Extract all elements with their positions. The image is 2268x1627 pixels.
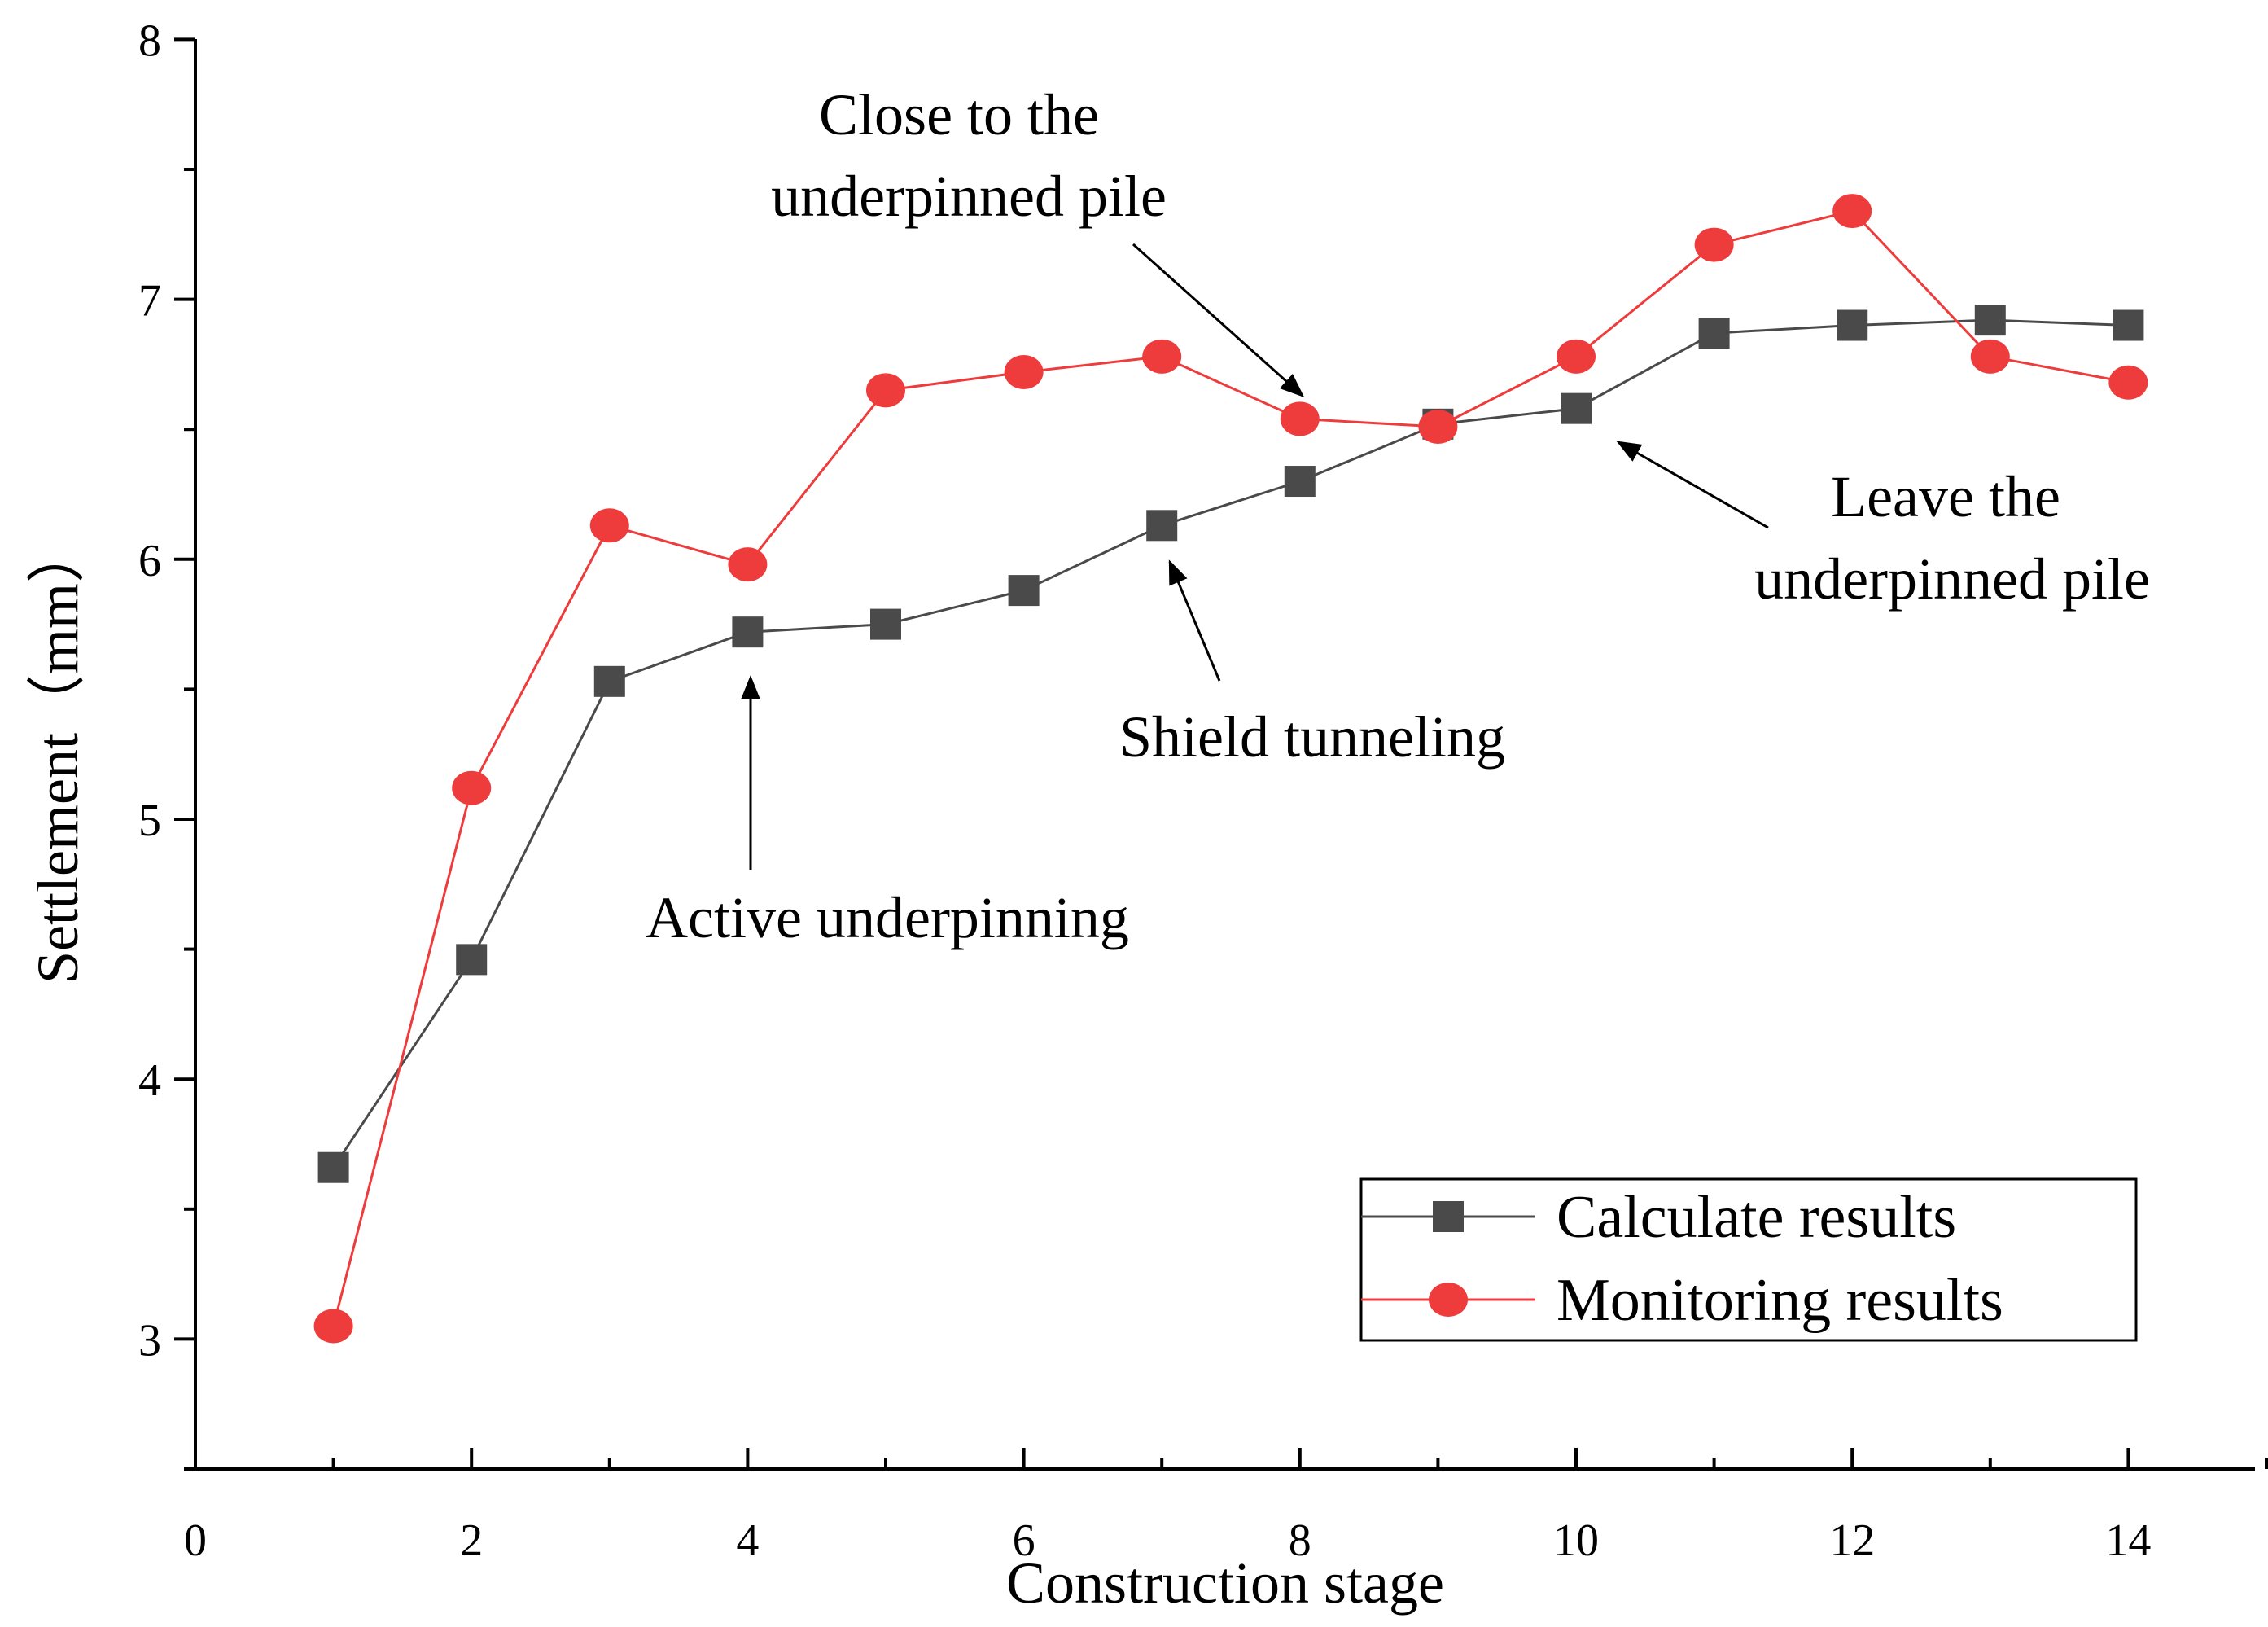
series-calculate-point: [1837, 309, 1868, 341]
x-tick-label: 8: [1289, 1515, 1311, 1566]
series-monitoring-point: [728, 547, 768, 582]
legend-item-monitoring: Monitoring results: [1361, 1267, 2003, 1334]
x-tick-label: 12: [1829, 1515, 1875, 1566]
x-tick-label: 10: [1553, 1515, 1599, 1566]
legend-calculate-label: Calculate results: [1557, 1184, 1956, 1251]
legend: Calculate results Monitoring results: [1359, 1177, 2138, 1342]
series-monitoring-point: [2108, 365, 2148, 400]
annotation-close: Close to the underpinned pile: [771, 82, 1305, 397]
annotation-shield-line1: Shield tunneling: [1119, 704, 1505, 770]
series-calculate-point: [1008, 575, 1040, 607]
series-monitoring-point: [866, 373, 905, 408]
y-tick-label: 4: [138, 1055, 161, 1106]
annotation-leave-arrow: [1616, 441, 1769, 529]
series-calculate-point: [2113, 309, 2144, 341]
series-monitoring-point: [1970, 339, 2010, 374]
legend-monitoring-marker: [1429, 1283, 1468, 1317]
series-monitoring-point: [1832, 194, 1872, 229]
legend-monitoring-label: Monitoring results: [1557, 1267, 2003, 1334]
series-monitoring-point: [1280, 401, 1320, 436]
x-ticks: 0 2 4 6 8 10 12 14: [184, 1448, 2268, 1566]
legend-item-calculate: Calculate results: [1361, 1184, 1956, 1251]
annotation-leave-line2: underpinned pile: [1754, 546, 2150, 612]
series-monitoring-point: [313, 1309, 353, 1344]
series-calculate-point: [593, 665, 625, 697]
series-layer: [313, 194, 2148, 1344]
series-calculate-point: [1561, 392, 1592, 424]
series-monitoring-point: [1694, 227, 1734, 262]
annotation-active: Active underpinning: [646, 675, 1129, 950]
annotation-active-line1: Active underpinning: [646, 885, 1129, 950]
y-tick-label: 5: [138, 796, 161, 846]
series-monitoring-point: [1004, 354, 1044, 389]
y-axis-title: Settlement（mm）: [25, 524, 90, 984]
legend-box: [1359, 1177, 2138, 1342]
legend-calculate-marker: [1433, 1201, 1464, 1232]
series-calculate-point: [456, 944, 488, 976]
y-tick-label: 8: [138, 15, 161, 66]
annotations: Close to the underpinned pile Leave the …: [646, 82, 2150, 950]
series-calculate-point: [1146, 510, 1178, 542]
x-tick-label: 0: [184, 1515, 207, 1566]
series-calculate-point: [870, 608, 901, 640]
y-tick-label: 7: [138, 276, 161, 327]
annotation-leave-line1: Leave the: [1831, 464, 2060, 529]
series-monitoring-point: [589, 508, 629, 543]
series-monitoring-point: [1557, 339, 1596, 374]
series-monitoring-point: [452, 770, 492, 805]
series-monitoring-line: [332, 209, 2129, 1327]
series-calculate-point: [732, 616, 764, 648]
annotation-shield: Shield tunneling: [1119, 559, 1505, 770]
series-monitoring-point: [1418, 410, 1458, 445]
series-monitoring-point: [1142, 339, 1182, 374]
x-axis-title: Construction stage: [1006, 1550, 1444, 1616]
series-calculate-point: [317, 1151, 349, 1183]
y-ticks: 3 4 5 6 7 8: [138, 15, 195, 1471]
annotation-shield-arrow: [1168, 559, 1221, 682]
x-tick-label: 2: [460, 1515, 483, 1566]
annotation-leave: Leave the underpinned pile: [1616, 441, 2150, 612]
annotation-close-line1: Close to the: [819, 82, 1099, 147]
x-tick-label: 14: [2105, 1515, 2151, 1566]
annotation-close-arrow: [1132, 243, 1305, 397]
series-calculate-line: [332, 318, 2129, 1169]
y-tick-label: 6: [138, 536, 161, 586]
series-calculate-point: [1284, 466, 1316, 498]
axes: [194, 39, 2255, 1471]
series-calculate-point: [1698, 318, 1730, 349]
x-tick-label: 6: [1013, 1515, 1035, 1566]
x-tick-label: 4: [736, 1515, 759, 1566]
series-calculate-point: [1974, 305, 2006, 336]
y-tick-label: 3: [138, 1315, 161, 1366]
annotation-close-line2: underpinned pile: [771, 164, 1167, 229]
